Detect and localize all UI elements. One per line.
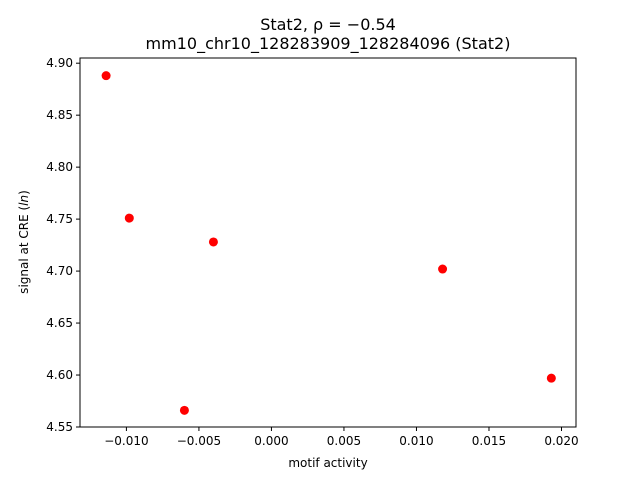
- y-axis-label: signal at CRE (ln): [17, 190, 31, 294]
- y-axis-label-italic: ln: [17, 195, 31, 206]
- y-tick-label: 4.90: [46, 56, 73, 70]
- x-tick-label: −0.005: [177, 434, 221, 448]
- x-tick-label: 0.000: [254, 434, 288, 448]
- y-tick-label: 4.85: [46, 108, 73, 122]
- x-tick-label: 0.015: [472, 434, 506, 448]
- plot-area-frame: [79, 57, 577, 428]
- x-tick-label: −0.010: [104, 434, 148, 448]
- scatter-point: [438, 264, 448, 274]
- y-axis-label-main: signal at CRE (: [17, 206, 31, 294]
- y-tick-label: 4.60: [46, 368, 73, 382]
- y-tick-label: 4.80: [46, 160, 73, 174]
- scatter-point: [124, 213, 134, 223]
- x-tick-label: 0.010: [399, 434, 433, 448]
- chart-title-line2: mm10_chr10_128283909_128284096 (Stat2): [146, 34, 511, 54]
- axis-ticks: −0.010 −0.005 0.000 0.005 0.010 0.015 0.020 4.5…: [46, 56, 578, 448]
- y-tick-label: 4.55: [46, 420, 73, 434]
- scatter-point: [208, 237, 218, 247]
- chart-title-line1: Stat2, ρ = −0.54: [260, 15, 396, 34]
- y-axis-label-end: ): [17, 190, 31, 195]
- y-tick-label: 4.70: [46, 264, 73, 278]
- scatter-point: [546, 373, 556, 383]
- y-tick-label: 4.75: [46, 212, 73, 226]
- scatter-point: [179, 405, 189, 415]
- data-points: [101, 71, 556, 415]
- x-tick-label: 0.020: [544, 434, 578, 448]
- scatter-point: [101, 71, 111, 81]
- y-tick-label: 4.65: [46, 316, 73, 330]
- x-axis-label: motif activity: [288, 456, 367, 470]
- x-tick-label: 0.005: [327, 434, 361, 448]
